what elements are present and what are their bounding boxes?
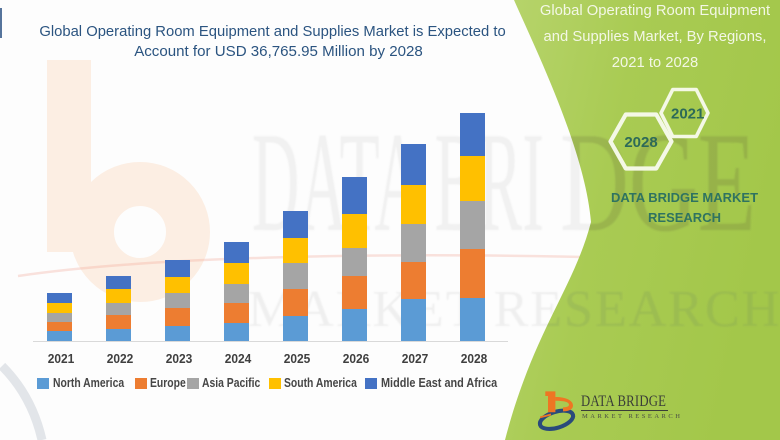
svg-text:DGE: DGE bbox=[560, 104, 756, 262]
svg-text:DGE: DGE bbox=[560, 104, 756, 262]
svg-text:MARKET RESEARCH: MARKET RESEARCH bbox=[248, 281, 780, 338]
svg-text:2028: 2028 bbox=[624, 134, 657, 151]
svg-text:2021: 2021 bbox=[671, 106, 704, 123]
